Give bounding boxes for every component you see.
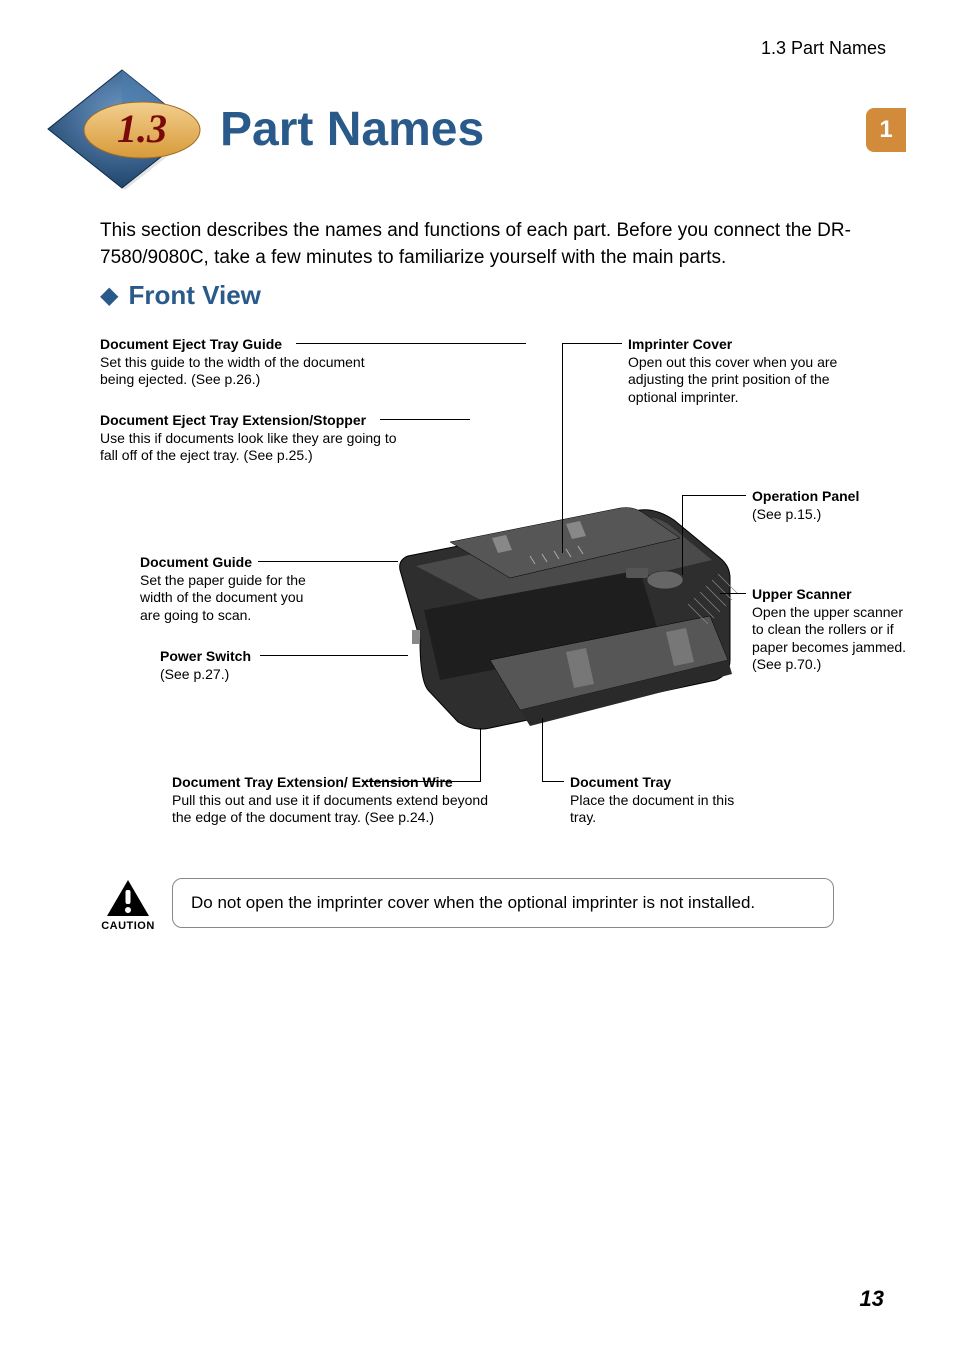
- leader-line: [682, 495, 746, 496]
- intro-paragraph: This section describes the names and fun…: [100, 218, 864, 271]
- scanner-illustration: [380, 430, 760, 740]
- callout-desc: Set this guide to the width of the docum…: [100, 354, 400, 389]
- callout-operation-panel: Operation Panel (See p.15.): [752, 488, 902, 523]
- callout-desc: (See p.27.): [160, 666, 320, 684]
- leader-line: [720, 593, 746, 594]
- page-number: 13: [860, 1286, 884, 1312]
- caution-block: CAUTION Do not open the imprinter cover …: [100, 878, 834, 932]
- callout-title: Upper Scanner: [752, 586, 912, 604]
- leader-line: [258, 561, 398, 562]
- caution-label: CAUTION: [101, 920, 155, 932]
- leader-line: [480, 728, 481, 782]
- caution-icon: [105, 878, 151, 918]
- callout-desc: Pull this out and use it if documents ex…: [172, 792, 502, 827]
- callout-title: Document Eject Tray Guide: [100, 336, 400, 354]
- callout-desc: Set the paper guide for the width of the…: [140, 572, 320, 625]
- caution-text: Do not open the imprinter cover when the…: [191, 893, 755, 912]
- leader-line: [296, 343, 526, 344]
- callout-title: Imprinter Cover: [628, 336, 848, 354]
- callout-title: Document Tray: [570, 774, 750, 792]
- callout-desc: Use this if documents look like they are…: [100, 430, 400, 465]
- subheading: ◆ Front View: [100, 280, 261, 311]
- callout-upper-scanner: Upper Scanner Open the upper scanner to …: [752, 586, 912, 674]
- header-section-ref: 1.3 Part Names: [761, 38, 886, 59]
- callout-title: Power Switch: [160, 648, 320, 666]
- leader-line: [562, 343, 563, 553]
- svg-text:1.3: 1.3: [117, 106, 167, 151]
- title-block: 1.3 Part Names: [42, 64, 484, 194]
- leader-line: [542, 781, 564, 782]
- callout-title: Document Tray Extension/ Extension Wire: [172, 774, 502, 792]
- front-view-diagram: Document Eject Tray Guide Set this guide…: [100, 330, 900, 840]
- leader-line: [260, 655, 408, 656]
- leader-line: [682, 495, 683, 575]
- caution-icon-group: CAUTION: [100, 878, 156, 932]
- callout-desc: Open out this cover when you are adjusti…: [628, 354, 848, 407]
- callout-desc: Open the upper scanner to clean the roll…: [752, 604, 912, 674]
- callout-title: Operation Panel: [752, 488, 902, 506]
- callout-imprinter-cover: Imprinter Cover Open out this cover when…: [628, 336, 848, 406]
- section-badge: 1.3: [42, 64, 202, 194]
- leader-line: [380, 419, 470, 420]
- callout-title: Document Eject Tray Extension/Stopper: [100, 412, 400, 430]
- diamond-bullet-icon: ◆: [100, 281, 118, 310]
- callout-title: Document Guide: [140, 554, 320, 572]
- caution-text-box: Do not open the imprinter cover when the…: [172, 878, 834, 928]
- page-title: Part Names: [220, 102, 484, 157]
- callout-eject-tray-extension: Document Eject Tray Extension/Stopper Us…: [100, 412, 400, 465]
- subheading-label: Front View: [128, 280, 260, 311]
- chapter-tab: 1: [866, 108, 906, 152]
- leader-line: [542, 718, 543, 782]
- callout-desc: Place the document in this tray.: [570, 792, 750, 827]
- callout-document-guide: Document Guide Set the paper guide for t…: [140, 554, 320, 624]
- chapter-number: 1: [879, 116, 892, 144]
- leader-line: [562, 343, 622, 344]
- callout-document-tray: Document Tray Place the document in this…: [570, 774, 750, 827]
- callout-desc: (See p.15.): [752, 506, 902, 524]
- callout-power-switch: Power Switch (See p.27.): [160, 648, 320, 683]
- leader-line: [362, 781, 480, 782]
